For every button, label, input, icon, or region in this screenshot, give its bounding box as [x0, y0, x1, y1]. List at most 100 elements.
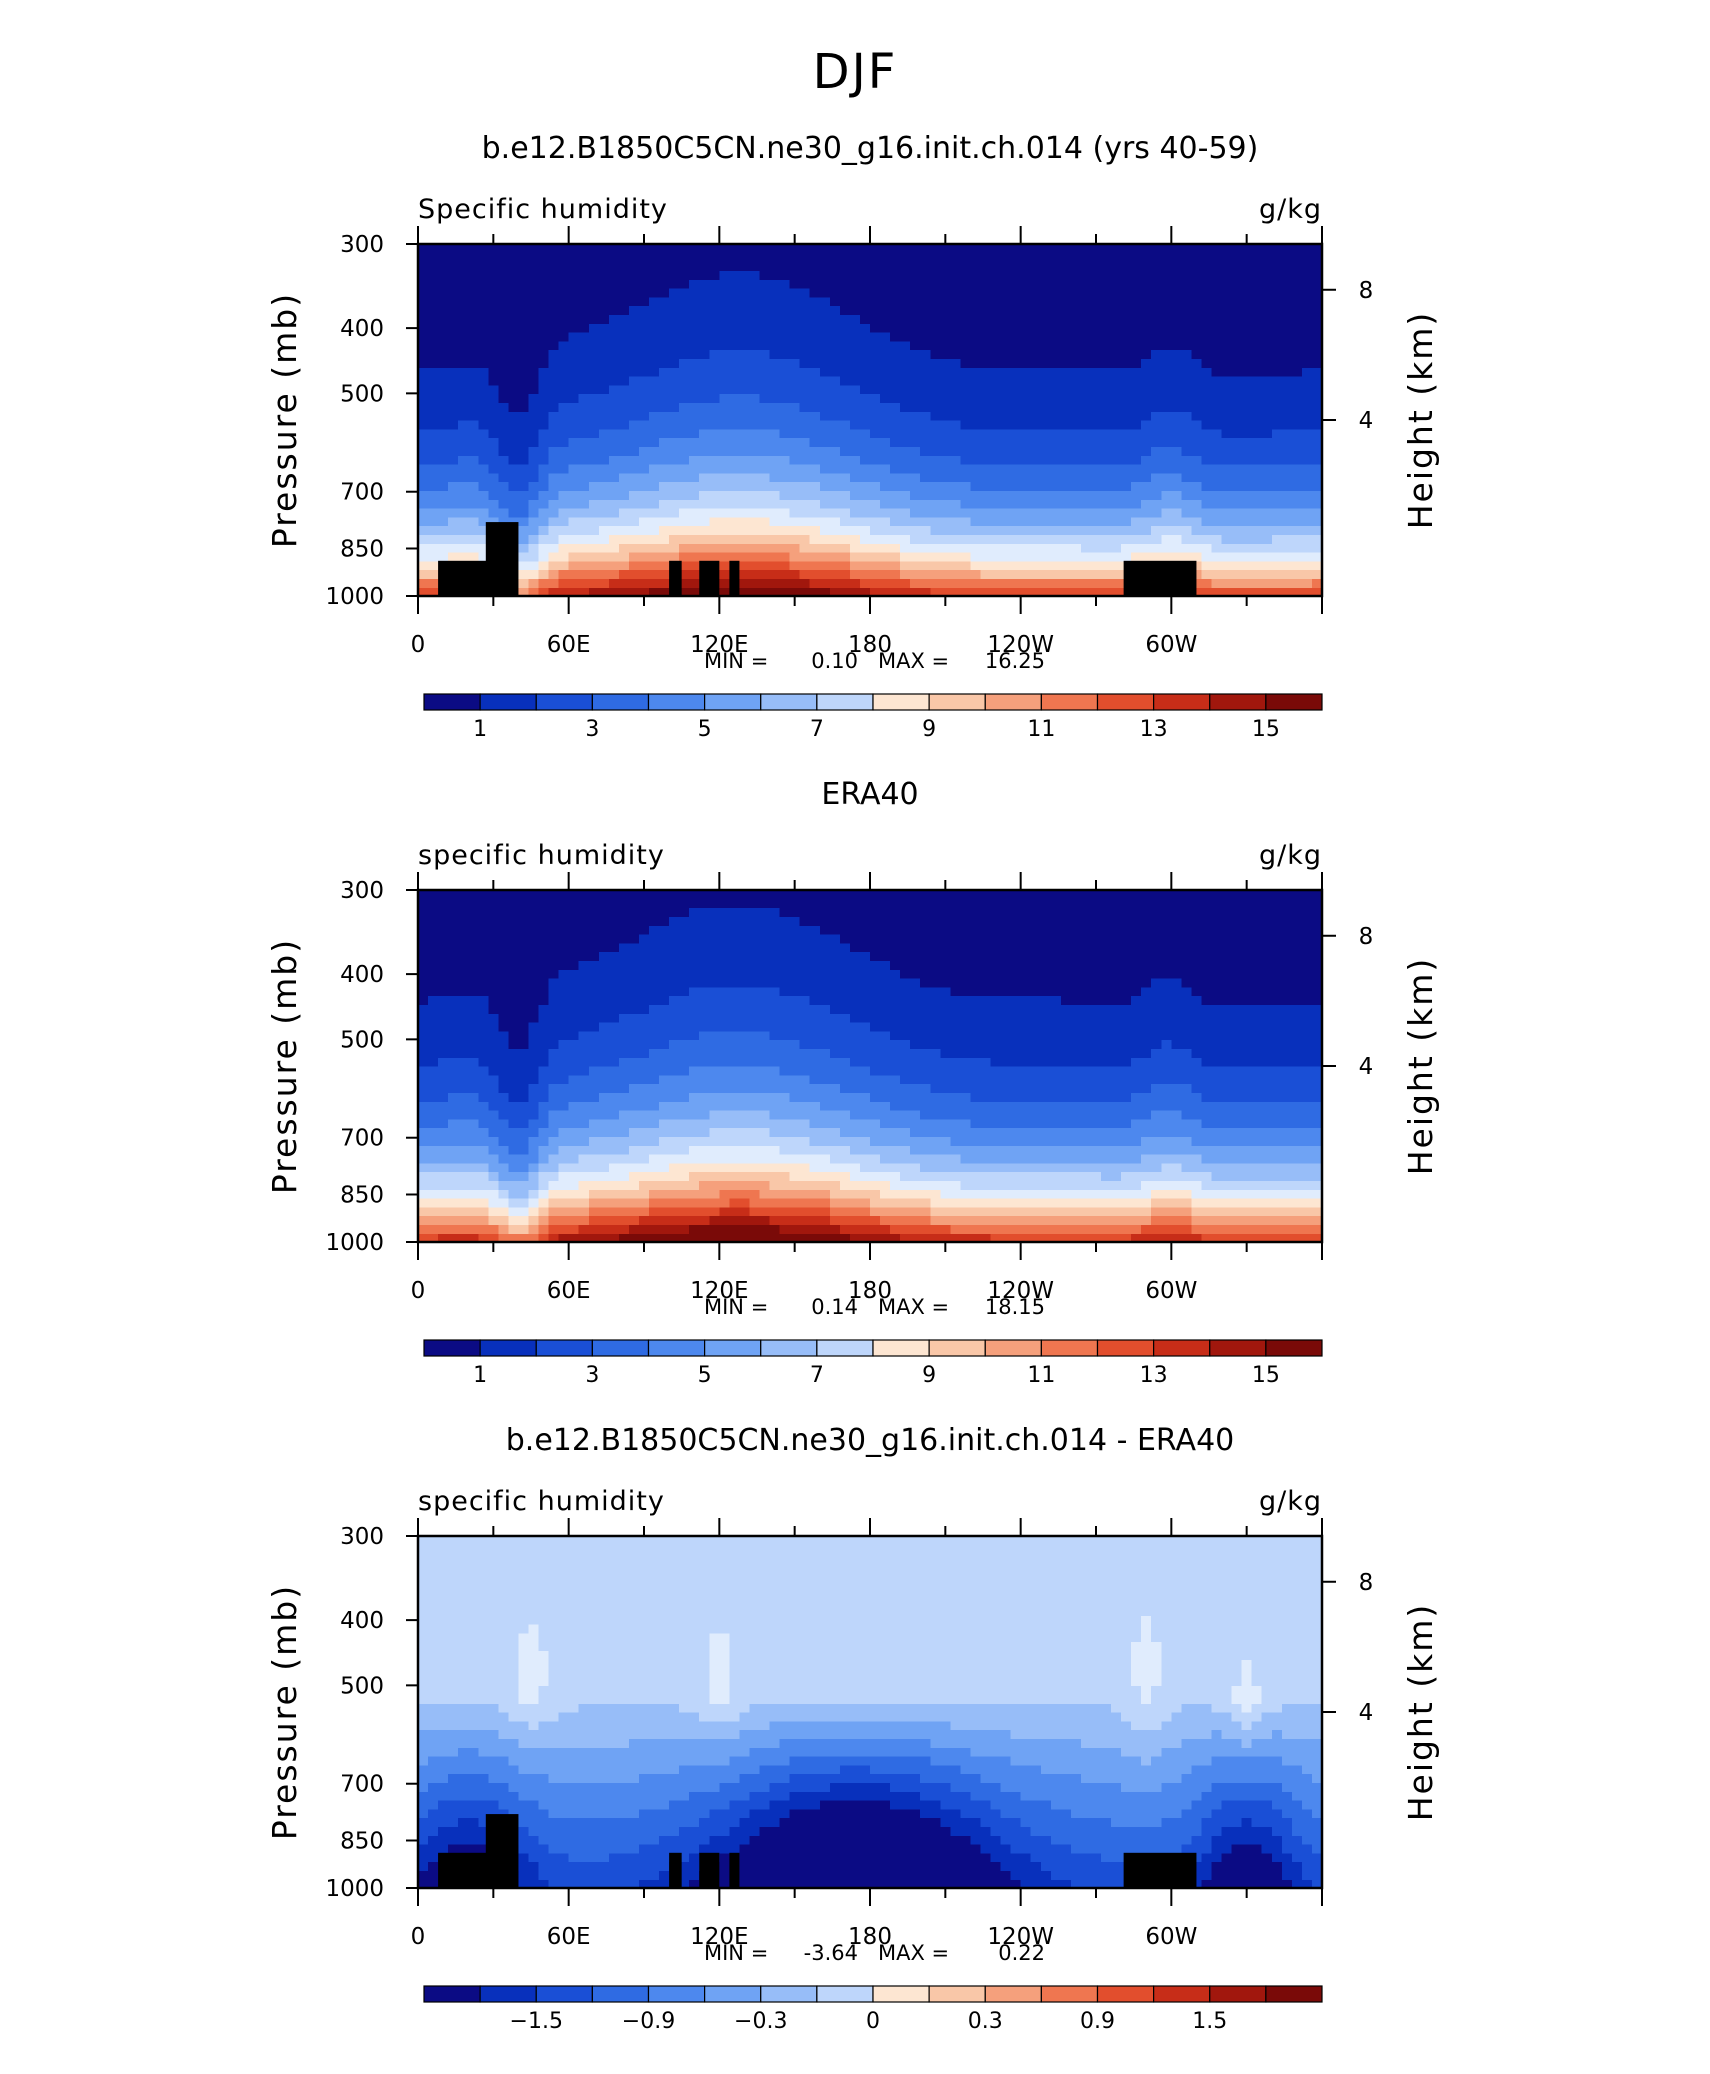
contour-cell — [739, 367, 751, 377]
contour-cell — [638, 1154, 650, 1164]
contour-cell — [478, 1110, 489, 1120]
contour-cell — [498, 1145, 509, 1155]
contour-cell — [458, 411, 469, 421]
contour-cell — [679, 437, 690, 447]
contour-cell — [548, 305, 560, 315]
contour-cell — [588, 960, 600, 970]
contour-cell — [458, 1101, 469, 1111]
contour-cell — [1251, 358, 1263, 368]
contour-cell — [940, 261, 951, 271]
contour-cell — [1070, 490, 1082, 500]
contour-cell — [1281, 305, 1293, 315]
contour-cell — [699, 499, 710, 509]
contour-cell — [809, 464, 821, 474]
contour-cell — [1271, 252, 1283, 263]
contour-cell — [618, 1022, 630, 1032]
contour-cell — [538, 481, 550, 491]
contour-cell — [980, 490, 992, 500]
contour-cell — [819, 578, 831, 588]
contour-cell — [458, 1110, 469, 1120]
contour-cell — [518, 1074, 530, 1085]
contour-cell — [1201, 552, 1213, 562]
land-block — [669, 560, 682, 596]
contour-cell — [689, 1224, 700, 1234]
contour-cell — [679, 305, 690, 315]
contour-cell — [900, 296, 911, 307]
contour-cell — [729, 1127, 741, 1137]
contour-cell — [638, 1162, 650, 1173]
contour-cell — [679, 1048, 690, 1058]
contour-cell — [769, 349, 781, 359]
contour-cell — [518, 358, 530, 368]
contour-cell — [849, 481, 861, 491]
contour-cell — [578, 455, 590, 465]
contour-cell — [638, 261, 650, 271]
contour-cell — [920, 305, 931, 315]
contour-cell — [428, 898, 439, 909]
contour-cell — [468, 986, 479, 997]
contour-cell — [618, 464, 630, 474]
contour-cell — [809, 560, 821, 571]
contour-cell — [478, 543, 489, 553]
contour-cell — [448, 525, 459, 535]
contour-cell — [1261, 437, 1273, 447]
contour-cell — [699, 1136, 710, 1146]
contour-cell — [970, 534, 982, 544]
contour-cell — [448, 1022, 459, 1032]
contour-cell — [588, 890, 600, 900]
contour-cell — [1030, 402, 1042, 412]
contour-cell — [1050, 340, 1062, 351]
contour-cell — [689, 490, 700, 500]
contour-cell — [659, 1215, 670, 1225]
contour-cell — [538, 314, 550, 324]
contour-cell — [538, 446, 550, 456]
contour-cell — [679, 1022, 690, 1032]
contour-cell — [719, 332, 730, 342]
contour-cell — [1080, 367, 1092, 377]
contour-cell — [749, 455, 761, 465]
contour-cell — [709, 472, 720, 483]
contour-cell — [458, 349, 469, 359]
contour-cell — [608, 1171, 620, 1181]
contour-cell — [488, 1030, 499, 1041]
colorbar-box — [1209, 693, 1267, 711]
contour-cell — [628, 934, 640, 944]
contour-cell — [689, 560, 700, 571]
contour-cell — [518, 1154, 530, 1164]
contour-cell — [970, 402, 982, 412]
contour-cell — [638, 1224, 650, 1234]
contour-cell — [950, 587, 961, 597]
contour-cell — [719, 323, 730, 333]
contour-cell — [859, 367, 871, 377]
contour-cell — [548, 1118, 560, 1129]
contour-cell — [538, 978, 550, 988]
contour-cell — [699, 552, 710, 562]
contour-cell — [468, 1057, 479, 1067]
contour-cell — [558, 925, 570, 935]
contour-cell — [1020, 455, 1032, 465]
contour-cell — [859, 340, 871, 351]
contour-cell — [438, 252, 449, 263]
contour-cell — [1030, 569, 1042, 579]
y-tick-label: 700 — [340, 480, 384, 506]
contour-cell — [870, 578, 881, 588]
contour-cell — [709, 1057, 720, 1067]
contour-cell — [1080, 261, 1092, 271]
contour-cell — [1181, 552, 1193, 562]
contour-cell — [1251, 393, 1263, 403]
contour-cell — [799, 481, 811, 491]
contour-cell — [719, 1057, 730, 1067]
contour-cell — [638, 1180, 650, 1190]
contour-cell — [538, 384, 550, 395]
contour-cell — [910, 508, 921, 518]
contour-cell — [659, 464, 670, 474]
contour-cell — [659, 516, 670, 527]
contour-cell — [880, 384, 891, 395]
contour-cell — [1060, 323, 1072, 333]
contour-cell — [618, 305, 630, 315]
contour-cell — [1201, 270, 1213, 280]
contour-cell — [1080, 296, 1092, 307]
contour-cell — [1040, 252, 1052, 263]
contour-cell — [930, 578, 941, 588]
contour-cell — [920, 384, 931, 395]
